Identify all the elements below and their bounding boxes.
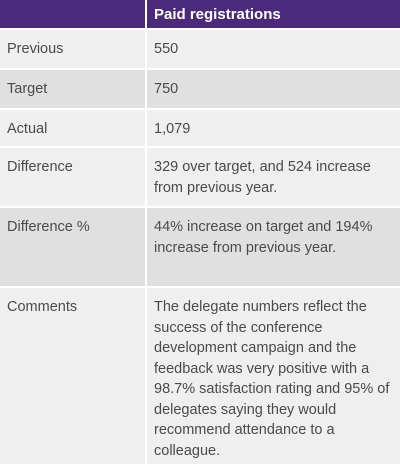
row-label: Previous bbox=[0, 28, 147, 69]
row-value: 750 bbox=[146, 68, 400, 109]
row-value: 44% increase on target and 194% increase… bbox=[146, 206, 400, 287]
table-row: Comments The delegate numbers reflect th… bbox=[0, 286, 400, 464]
table-row: Actual 1,079 bbox=[0, 108, 400, 147]
header-row: Paid registrations bbox=[0, 0, 400, 29]
row-value: The delegate numbers reflect the success… bbox=[146, 286, 400, 464]
table-row: Difference 329 over target, and 524 incr… bbox=[0, 146, 400, 207]
row-value: 1,079 bbox=[146, 108, 400, 147]
row-label: Target bbox=[0, 68, 147, 109]
row-label: Comments bbox=[0, 286, 147, 464]
table-row: Difference % 44% increase on target and … bbox=[0, 206, 400, 287]
table-row: Previous 550 bbox=[0, 28, 400, 69]
row-label: Difference bbox=[0, 146, 147, 207]
row-label: Actual bbox=[0, 108, 147, 147]
header-cell-paid-registrations: Paid registrations bbox=[146, 0, 400, 29]
row-label: Difference % bbox=[0, 206, 147, 287]
table-row: Target 750 bbox=[0, 68, 400, 109]
row-value: 329 over target, and 524 increase from p… bbox=[146, 146, 400, 207]
header-cell-label bbox=[0, 0, 147, 29]
row-value: 550 bbox=[146, 28, 400, 69]
